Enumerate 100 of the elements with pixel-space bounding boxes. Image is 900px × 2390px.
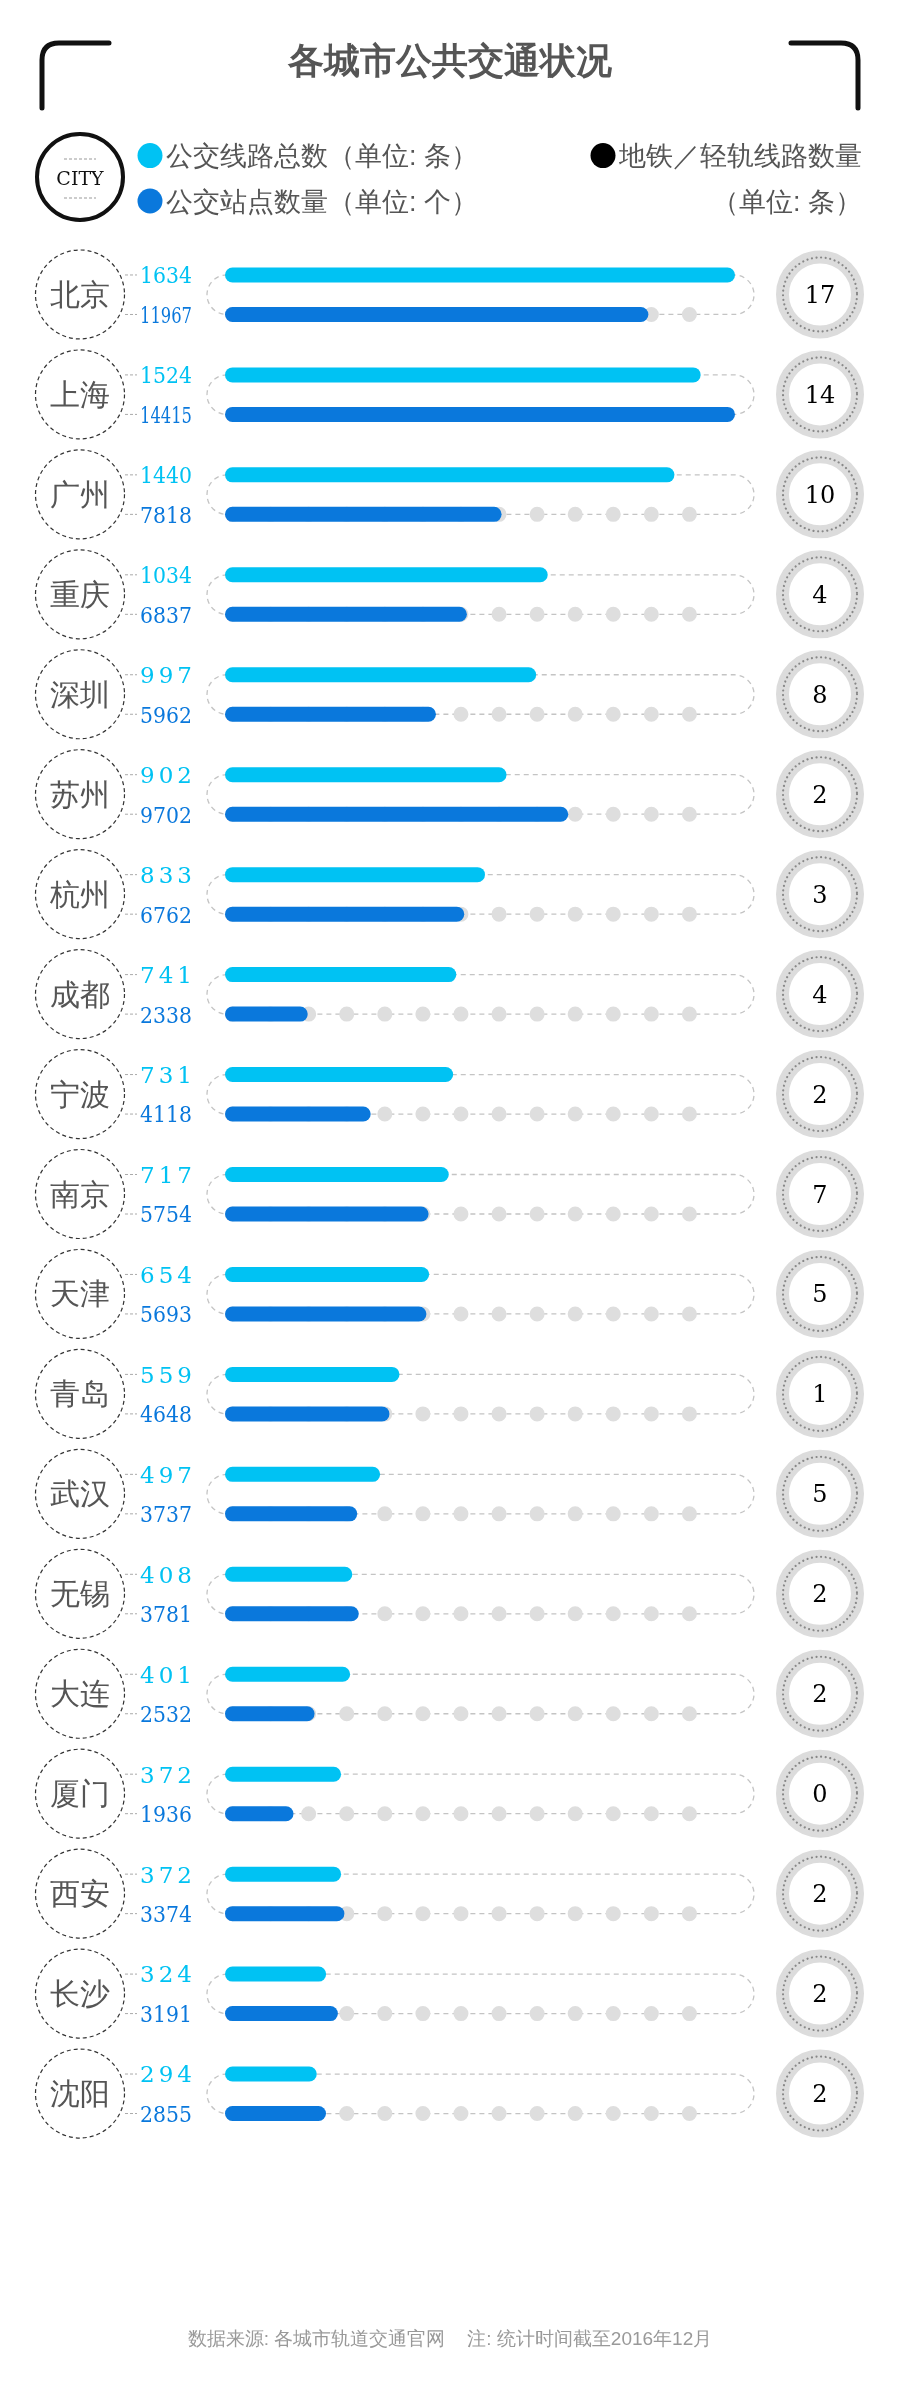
bar bbox=[225, 1706, 315, 1722]
data-label: 1 bbox=[812, 1380, 828, 1409]
data-label: 2 bbox=[812, 1980, 828, 2009]
data-label: 2855 bbox=[140, 2100, 199, 2127]
data-label: 11967 bbox=[140, 301, 214, 328]
bar bbox=[225, 1966, 327, 1982]
data-label: 7 bbox=[812, 1180, 828, 1209]
data-label: 294 bbox=[140, 2061, 192, 2088]
bar bbox=[225, 967, 457, 983]
bar bbox=[225, 567, 548, 583]
data-label: 2 bbox=[812, 1580, 828, 1609]
data-label: 14 bbox=[804, 380, 836, 409]
y-tick-label: 北京 bbox=[50, 277, 110, 311]
data-label: 6762 bbox=[140, 901, 199, 928]
bar bbox=[225, 2106, 327, 2122]
data-label: 0 bbox=[812, 1780, 828, 1809]
data-label: 1936 bbox=[140, 1801, 199, 1828]
text: 注: 统计时间截至2016年12月 bbox=[467, 2328, 713, 2349]
y-tick-label: 西安 bbox=[50, 1877, 110, 1911]
data-label: 731 bbox=[140, 1061, 192, 1088]
y-tick-label: 宁波 bbox=[50, 1077, 110, 1111]
y-tick-label: 深圳 bbox=[50, 677, 110, 711]
bar bbox=[225, 1606, 359, 1622]
data-label: 1524 bbox=[140, 362, 199, 389]
data-label: 997 bbox=[140, 662, 192, 689]
data-label: 3 bbox=[812, 880, 828, 909]
bar bbox=[225, 1067, 454, 1083]
bar bbox=[225, 1866, 342, 1882]
y-tick-label: 无锡 bbox=[50, 1577, 110, 1611]
data-label: 5 bbox=[812, 1480, 828, 1509]
legend-label: 公交线路总数（单位: 条） bbox=[166, 141, 479, 172]
bar bbox=[225, 1806, 294, 1822]
bar bbox=[225, 667, 537, 683]
data-label: 1634 bbox=[140, 262, 199, 289]
y-tick-label: 天津 bbox=[50, 1277, 110, 1311]
data-label: 2338 bbox=[140, 1001, 199, 1028]
bar bbox=[225, 267, 735, 283]
data-label: 741 bbox=[140, 962, 192, 989]
bar bbox=[225, 1666, 351, 1682]
y-tick-label: 南京 bbox=[50, 1177, 110, 1211]
legend-label: 公交站点数量（单位: 个） bbox=[166, 186, 479, 217]
chart-title: 各城市公共交通状况 bbox=[287, 40, 612, 81]
data-label: 1034 bbox=[140, 562, 199, 589]
bar bbox=[225, 1466, 381, 1482]
y-tick-label: 杭州 bbox=[49, 877, 110, 911]
data-label: 372 bbox=[140, 1761, 192, 1788]
bar bbox=[225, 1006, 308, 1022]
bar bbox=[225, 1766, 342, 1782]
data-label: 17 bbox=[804, 280, 836, 309]
bar bbox=[225, 1506, 358, 1522]
bar bbox=[225, 1106, 371, 1122]
bar bbox=[225, 1566, 353, 1582]
bar bbox=[225, 767, 507, 783]
y-tick-label: 厦门 bbox=[50, 1777, 110, 1811]
bar bbox=[225, 1266, 430, 1282]
y-tick-label: 广州 bbox=[50, 477, 110, 511]
data-label: 8 bbox=[812, 680, 828, 709]
y-tick-label: 重庆 bbox=[50, 577, 110, 611]
data-label: 372 bbox=[140, 1861, 192, 1888]
data-label: 9702 bbox=[140, 801, 199, 828]
data-label: 2532 bbox=[140, 1701, 199, 1728]
source-note: 数据来源: 各城市轨道交通官网 bbox=[187, 2328, 446, 2349]
legend-label: 地铁／轻轨线路数量（单位: 条） bbox=[618, 141, 862, 217]
data-label: 2 bbox=[812, 780, 828, 809]
data-label: 4648 bbox=[140, 1401, 199, 1428]
y-tick-label: 沈阳 bbox=[50, 2077, 110, 2111]
data-label: 324 bbox=[140, 1961, 192, 1988]
data-label: 408 bbox=[140, 1561, 192, 1588]
data-label: 10 bbox=[804, 480, 836, 509]
y-tick-label: 苏州 bbox=[50, 777, 110, 811]
data-label: 3191 bbox=[140, 2000, 199, 2027]
data-label: 3374 bbox=[140, 1901, 199, 1928]
data-label: 5693 bbox=[140, 1301, 199, 1328]
data-label: 559 bbox=[140, 1361, 192, 1388]
data-label: 4 bbox=[812, 580, 828, 609]
data-label: 3781 bbox=[140, 1601, 199, 1628]
data-label: 2 bbox=[812, 1080, 828, 1109]
data-label: 833 bbox=[140, 862, 192, 889]
data-label: 7818 bbox=[140, 501, 199, 528]
bar bbox=[225, 1167, 449, 1182]
data-label: 2 bbox=[812, 1680, 828, 1709]
data-label: 5 bbox=[812, 1280, 828, 1309]
bar bbox=[225, 367, 701, 383]
data-label: 497 bbox=[140, 1461, 192, 1488]
y-tick-label: 上海 bbox=[50, 377, 110, 411]
data-label: 4 bbox=[812, 980, 828, 1009]
bar bbox=[225, 2066, 317, 2082]
data-label: 401 bbox=[140, 1661, 192, 1688]
y-tick-label: 武汉 bbox=[50, 1477, 110, 1511]
bar bbox=[225, 467, 675, 483]
y-tick-label: 成都 bbox=[50, 977, 110, 1011]
data-label: 5754 bbox=[140, 1201, 199, 1228]
y-tick-label: 大连 bbox=[50, 1677, 110, 1711]
data-label: 654 bbox=[140, 1261, 192, 1288]
data-label: 4118 bbox=[140, 1101, 199, 1128]
data-label: 1440 bbox=[140, 462, 199, 489]
data-label: 717 bbox=[140, 1161, 192, 1188]
bar bbox=[225, 867, 485, 883]
bar bbox=[225, 1906, 345, 1922]
data-label: 14415 bbox=[140, 401, 214, 428]
